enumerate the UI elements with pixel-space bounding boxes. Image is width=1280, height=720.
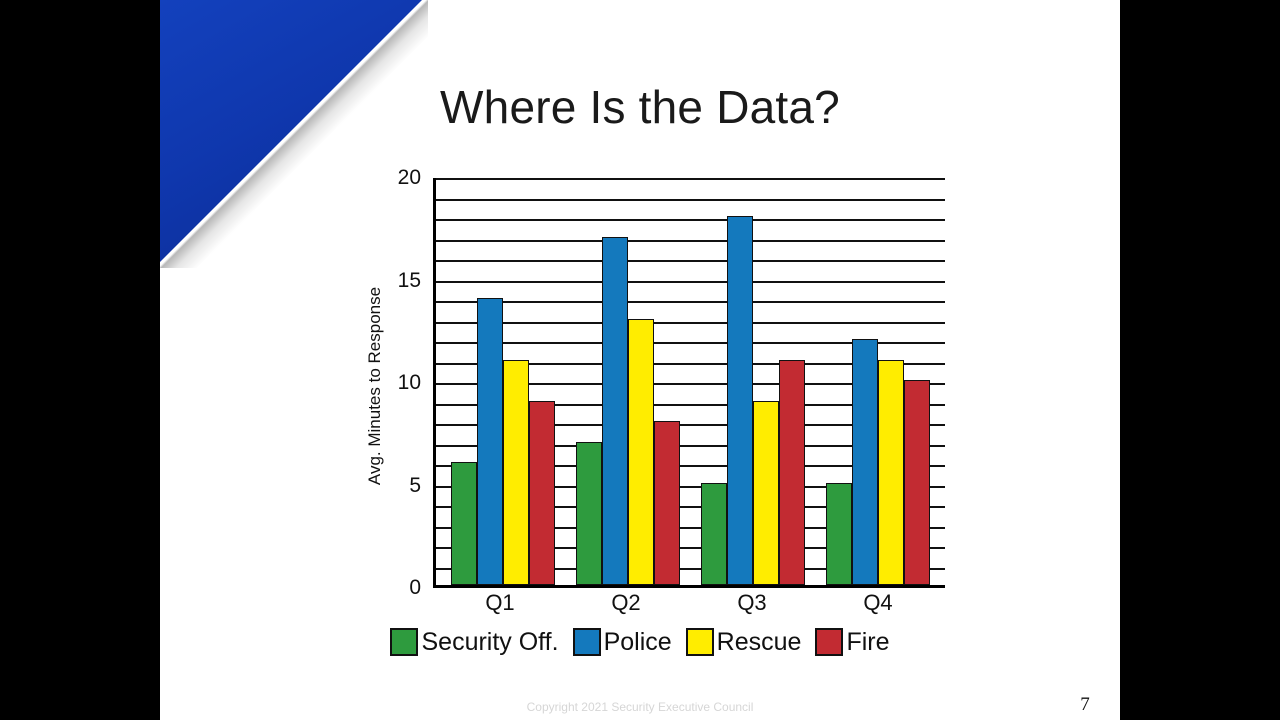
bar-q3-police xyxy=(727,216,754,585)
bar-q2-security-off xyxy=(575,441,602,585)
gridline-10 xyxy=(436,383,945,385)
gridline-15 xyxy=(436,280,945,283)
x-axis-tick-q2: Q2 xyxy=(611,590,641,615)
gridline-9 xyxy=(436,403,945,406)
gridline-12 xyxy=(436,342,945,344)
letterbox-left xyxy=(0,0,160,720)
bar-group-q4 xyxy=(826,178,931,585)
legend-label-police: Police xyxy=(603,627,672,656)
gridline-7 xyxy=(436,444,945,447)
y-axis-tick-5: 5 xyxy=(409,473,421,497)
y-axis-tick-0: 0 xyxy=(409,576,421,599)
gridline-2 xyxy=(436,547,945,549)
legend-swatch-security-off xyxy=(390,628,419,656)
legend-item-fire: Fire xyxy=(815,627,890,656)
bar-q3-security-off xyxy=(701,482,728,585)
gridline-20 xyxy=(436,178,945,180)
bar-group-q2 xyxy=(575,178,680,585)
bar-q4-fire xyxy=(904,380,931,585)
x-axis-tick-q3: Q3 xyxy=(737,590,767,615)
plot-area xyxy=(433,178,945,588)
bar-chart: Avg. Minutes to Response 0 5 10 15 20 Q1 Q2 Q3… xyxy=(365,166,1025,615)
gridline-1 xyxy=(436,567,945,570)
gridline-14 xyxy=(436,301,945,303)
legend-item-rescue: Rescue xyxy=(685,627,802,656)
presentation-slide: Where Is the Data? Avg. Minutes to Respo… xyxy=(160,0,1120,720)
bar-q4-rescue xyxy=(878,359,905,585)
copyright-footer: Copyright 2021 Security Executive Counci… xyxy=(526,700,754,714)
gridline-6 xyxy=(436,465,945,467)
page-number: 7 xyxy=(1080,694,1090,715)
legend-swatch-rescue xyxy=(685,628,714,656)
legend-item-security-off: Security Off. xyxy=(390,627,559,656)
bar-q2-rescue xyxy=(627,318,654,585)
legend-swatch-police xyxy=(572,628,601,656)
legend-label-rescue: Rescue xyxy=(716,627,802,656)
y-axis-tick-20: 20 xyxy=(397,166,421,189)
gridline-3 xyxy=(436,526,945,529)
gridline-8 xyxy=(436,424,945,426)
gridline-11 xyxy=(436,362,945,365)
y-axis-tick-labels: 0 5 10 15 20 xyxy=(383,166,427,599)
bar-q1-police xyxy=(476,298,503,585)
gridline-17 xyxy=(436,239,945,242)
bar-q1-rescue xyxy=(502,359,529,585)
gridline-18 xyxy=(436,219,945,221)
legend-swatch-fire xyxy=(815,628,844,656)
x-axis-tick-labels: Q1 Q2 Q3 Q4 xyxy=(433,590,945,622)
bar-q2-fire xyxy=(653,421,680,585)
legend-label-security-off: Security Off. xyxy=(421,627,559,656)
chart-legend: Security Off. Police Rescue Fire xyxy=(160,628,1120,656)
gridlines-layer xyxy=(436,178,945,585)
legend-item-police: Police xyxy=(572,627,672,656)
bar-q4-police xyxy=(852,339,879,585)
bar-q2-police xyxy=(601,236,628,585)
bar-group-q1 xyxy=(450,178,555,585)
bar-q3-rescue xyxy=(753,400,780,585)
page-title: Where Is the Data? xyxy=(440,81,840,133)
gridline-13 xyxy=(436,321,945,324)
gridline-19 xyxy=(436,198,945,201)
bar-q3-fire xyxy=(779,359,806,585)
bar-q1-fire xyxy=(528,400,555,585)
gridline-4 xyxy=(436,506,945,508)
legend-label-fire: Fire xyxy=(846,627,890,656)
bar-groups-layer xyxy=(436,178,945,585)
gridline-5 xyxy=(436,485,945,488)
x-axis-tick-q4: Q4 xyxy=(863,590,893,615)
y-axis-tick-15: 15 xyxy=(397,268,421,292)
bar-q1-security-off xyxy=(450,462,477,585)
bar-q4-security-off xyxy=(826,482,853,585)
y-axis-tick-10: 10 xyxy=(397,371,421,394)
bar-group-q3 xyxy=(701,178,806,585)
letterbox-right xyxy=(1120,0,1280,720)
gridline-16 xyxy=(436,260,945,262)
x-axis-tick-q1: Q1 xyxy=(485,590,515,615)
y-axis-title-label: Avg. Minutes to Response xyxy=(365,286,385,485)
